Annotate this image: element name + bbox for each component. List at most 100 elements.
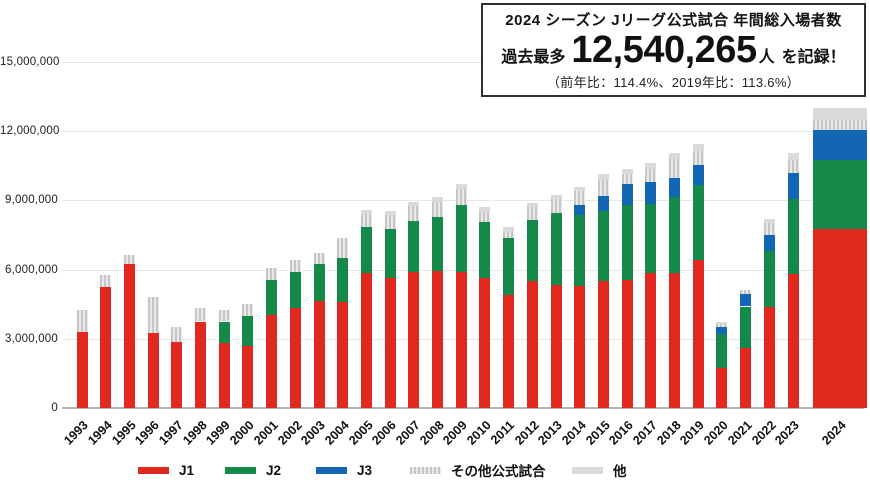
- x-axis-line: [62, 407, 864, 409]
- bar-1994-j1: [100, 286, 112, 408]
- bar-2017-j2: [645, 203, 657, 274]
- x-tick-label-1995: 1995: [108, 418, 139, 448]
- bar-2016-j1: [621, 279, 633, 408]
- bar-2013-other: [550, 194, 562, 200]
- bar-2021-j3: [740, 293, 752, 307]
- record-unit: 人: [758, 49, 775, 66]
- bar-2009-j1: [455, 271, 467, 408]
- bar-2008-j2: [432, 216, 443, 271]
- bar-2006-other_official: [384, 215, 396, 230]
- x-tick-label-2008: 2008: [416, 418, 447, 448]
- bar-2016-other_official: [621, 173, 633, 185]
- bar-2003-j2: [313, 263, 325, 301]
- bar-2015-j3: [597, 195, 609, 211]
- bar-2014-j2: [574, 215, 586, 286]
- bar-2001-j2: [266, 279, 278, 315]
- bar-1994-other_official: [100, 275, 112, 287]
- bar-2021-other_official: [740, 290, 752, 294]
- bar-2015-other_official: [597, 179, 609, 196]
- bar-2011-other: [503, 226, 515, 232]
- bar-2022-other_official: [763, 223, 775, 235]
- title-line3: （前年比：114.4%、2019年比：113.6%）: [547, 75, 800, 90]
- bar-2013-j2: [550, 213, 562, 285]
- bar-1995-other_official: [123, 254, 135, 264]
- bar-2002-j1: [289, 307, 301, 408]
- x-tick-label-2009: 2009: [440, 418, 471, 448]
- x-tick-label-2015: 2015: [582, 418, 613, 448]
- bar-2019-other_official: [692, 150, 704, 165]
- bar-2015-other: [597, 173, 609, 180]
- bar-2014-other: [574, 186, 586, 192]
- bar-2017-j1: [645, 273, 657, 408]
- legend-swatch-j1: [138, 466, 169, 474]
- bar-2020-other_official: [716, 323, 728, 328]
- bar-2007-j2: [408, 221, 420, 272]
- bar-1999-j1: [218, 343, 230, 408]
- legend-item-j1: J1: [138, 462, 194, 478]
- bar-2008-other_official: [432, 201, 443, 217]
- bar-2016-j2: [621, 205, 633, 280]
- bar-2012-j2: [526, 220, 538, 282]
- x-tick-label-2024: 2024: [819, 418, 849, 448]
- bar-2014-j1: [574, 285, 586, 408]
- legend-item-j2: J2: [225, 462, 281, 478]
- bar-2007-j1: [408, 271, 420, 408]
- y-tick-label: 15,000,000: [0, 56, 60, 68]
- bar-2009-other: [455, 184, 467, 189]
- bar-1997-j1: [171, 342, 183, 408]
- title-box: 2024 シーズン Jリーグ公式試合 年間総入場者数 過去最多 12,540,2…: [481, 3, 866, 97]
- bar-2008-j1: [432, 270, 443, 408]
- bar-2019-j2: [692, 185, 704, 261]
- bar-2014-other_official: [574, 191, 586, 205]
- x-tick-label-2004: 2004: [322, 418, 352, 448]
- bar-2018-other: [669, 153, 680, 159]
- bar-2003-j1: [313, 300, 325, 408]
- bar-2018-j2: [669, 196, 680, 274]
- bar-2021-j2: [740, 306, 752, 349]
- bar-2007-other_official: [408, 206, 420, 222]
- legend-item-other: 他: [572, 462, 627, 479]
- bar-2013-j1: [550, 284, 562, 408]
- bar-2021-j1: [740, 348, 752, 408]
- x-tick-label-1997: 1997: [156, 418, 186, 448]
- title-line1: 2024 シーズン Jリーグ公式試合 年間総入場者数: [505, 12, 842, 29]
- bar-2011-other_official: [503, 231, 515, 239]
- bar-2023-other: [787, 153, 799, 161]
- bar-2010-j2: [479, 222, 491, 278]
- x-tick-label-1998: 1998: [179, 418, 210, 448]
- x-tick-label-2013: 2013: [535, 418, 565, 448]
- record-prefix: 過去最多: [501, 49, 566, 66]
- x-tick-label-2012: 2012: [511, 418, 542, 448]
- bar-2005-j2: [360, 226, 372, 274]
- bar-2008-other: [432, 196, 443, 202]
- x-tick-label-2016: 2016: [606, 418, 637, 448]
- bar-2023-other_official: [787, 160, 799, 173]
- bar-2020-other: [716, 321, 728, 324]
- bar-1996-other_official: [147, 297, 159, 334]
- y-tick-label: 6,000,000: [5, 263, 58, 276]
- bar-2009-j2: [455, 205, 467, 272]
- bar-1996-j1: [147, 333, 159, 408]
- legend-item-j3: J3: [316, 462, 372, 478]
- x-tick-label-1993: 1993: [61, 418, 91, 448]
- bar-2024-j1: [813, 229, 867, 408]
- gridline-12,000,000: [62, 131, 864, 133]
- bar-2024-j2: [813, 160, 867, 230]
- bar-2005-other: [360, 209, 372, 215]
- record-tail: を記録！: [781, 49, 846, 66]
- legend-swatch-other: [572, 466, 603, 474]
- bar-2019-j1: [692, 260, 704, 408]
- bar-2019-other: [692, 143, 704, 151]
- x-tick-label-2014: 2014: [559, 418, 589, 448]
- bar-2004-j1: [337, 301, 349, 408]
- x-tick-label-2022: 2022: [748, 418, 779, 448]
- bar-1997-other_official: [171, 327, 183, 343]
- bar-1998-other_official: [195, 307, 206, 322]
- bar-1998-j1: [195, 321, 206, 408]
- legend-label-j2: J2: [266, 462, 282, 478]
- bar-2011-j2: [503, 238, 515, 295]
- bar-2018-other_official: [669, 158, 680, 179]
- bar-2022-j1: [763, 306, 775, 408]
- bar-2016-other: [621, 169, 633, 174]
